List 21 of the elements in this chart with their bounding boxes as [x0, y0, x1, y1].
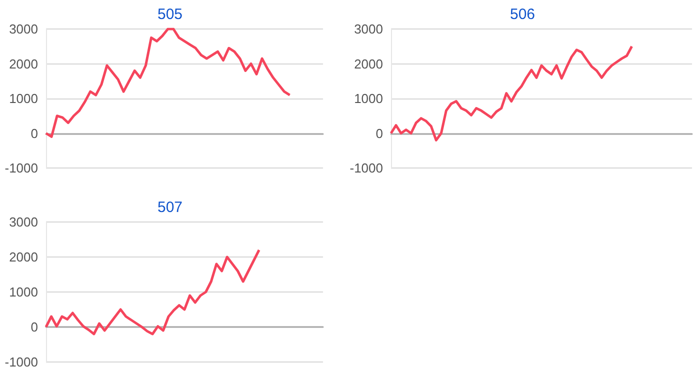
y-tick-label: 3000	[9, 214, 38, 230]
y-tick-label: 3000	[354, 22, 383, 36]
y-tick-label: 1000	[9, 91, 38, 106]
line-series	[44, 248, 260, 336]
y-tick-label: 1000	[354, 91, 383, 106]
y-tick-label: 2000	[9, 56, 38, 72]
chart-title: 505	[157, 6, 183, 23]
chart-title: 506	[510, 6, 536, 23]
y-tick-label: 0	[30, 320, 38, 334]
y-tick-label: 2000	[354, 56, 383, 72]
y-tick-label: -1000	[4, 160, 38, 176]
y-tick-label: -1000	[350, 160, 383, 176]
y-tick-label: 1000	[9, 284, 38, 300]
y-tick-label: 0	[376, 126, 383, 141]
y-tick-label: 0	[30, 126, 38, 141]
chart-title: 507	[157, 199, 183, 216]
y-tick-label: 3000	[9, 22, 38, 36]
line-series	[390, 45, 634, 142]
line-series	[44, 28, 292, 138]
y-tick-label: -1000	[4, 354, 38, 370]
y-tick-label: 2000	[9, 250, 38, 264]
